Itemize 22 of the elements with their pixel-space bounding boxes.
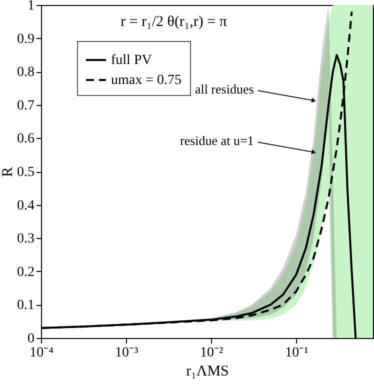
legend-label: umax = 0.75 (111, 73, 182, 88)
annotation: all residues (194, 82, 254, 97)
y-tick-label: 0.8 (17, 65, 34, 80)
text: r = r₁/2 θ(r₁,r) = π (120, 14, 228, 30)
legend-label: full PV (111, 53, 152, 68)
y-tick-label: 0.1 (17, 298, 34, 314)
y-tick-label: 0.2 (17, 264, 34, 280)
x-tick-label: 10⁻³ (114, 346, 138, 360)
x-tick-label: 10⁻¹ (285, 346, 308, 360)
x-tick-label: 10⁻² (200, 346, 224, 360)
y-tick-label: 0.9 (17, 32, 34, 47)
y-tick-label: 1 (28, 0, 34, 14)
y-tick-label: 0.3 (17, 232, 34, 247)
y-tick-label: 0.4 (17, 198, 34, 214)
y-tick-label: 0 (28, 332, 34, 346)
y-axis-title: R (0, 166, 16, 178)
annotation: residue at u=1 (180, 133, 254, 148)
y-tick-label: 0.5 (17, 165, 34, 180)
y-tick-label: 0.7 (17, 98, 34, 114)
x-tick-label: 10⁻⁴ (30, 346, 54, 360)
y-tick-label: 0.6 (17, 132, 34, 147)
x-axis-title: r₁ΛMS (186, 364, 229, 380)
